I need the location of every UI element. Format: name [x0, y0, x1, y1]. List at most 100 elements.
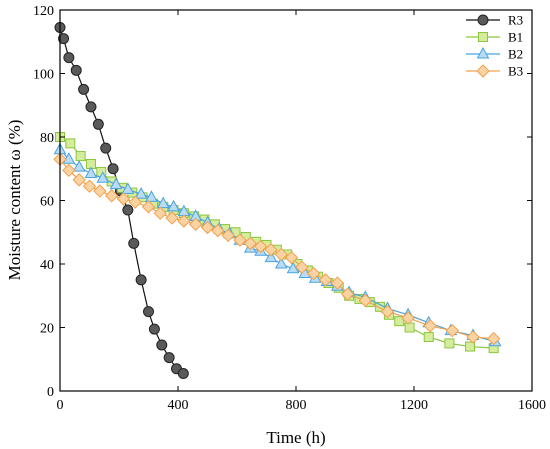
data-point-b3	[445, 323, 460, 338]
data-point-r3	[107, 163, 119, 175]
x-tick-label: 1600	[518, 398, 546, 413]
data-point-r3	[128, 237, 140, 249]
data-point-b3	[380, 304, 395, 319]
data-point-b3	[233, 233, 247, 247]
data-point-b3	[211, 223, 225, 238]
data-point-r3	[92, 118, 104, 130]
legend-marker-r3	[477, 14, 489, 26]
series-b3	[53, 152, 501, 346]
y-tick-label: 100	[33, 68, 54, 83]
data-point-b3	[243, 236, 257, 251]
legend-label-r3: R3	[508, 13, 523, 28]
data-point-b3	[82, 179, 97, 193]
legend-label-b2: B2	[508, 47, 523, 62]
data-point-b2	[264, 250, 278, 263]
y-tick-label: 60	[40, 195, 54, 210]
y-tick-label: 20	[40, 322, 54, 337]
data-point-r3	[122, 204, 134, 216]
x-tick-label: 800	[286, 398, 307, 413]
legend-label-b1: B1	[508, 30, 523, 45]
data-point-b3	[295, 260, 309, 274]
data-point-r3	[135, 274, 147, 286]
data-point-b3	[200, 220, 215, 235]
data-point-r3	[85, 101, 97, 113]
data-point-r3	[143, 306, 154, 318]
data-point-b3	[274, 247, 288, 262]
data-point-b1	[423, 332, 434, 343]
legend-marker-b1	[478, 32, 488, 42]
data-point-r3	[156, 339, 168, 351]
data-point-b3	[401, 311, 415, 325]
series-layer	[53, 21, 502, 380]
data-point-b1	[465, 341, 476, 352]
data-point-b1	[65, 138, 76, 149]
y-tick-label: 0	[47, 385, 54, 400]
legend-marker-b2	[476, 46, 490, 59]
data-point-r3	[148, 323, 160, 335]
y-axis-title: Moisture content ω (%)	[5, 120, 24, 281]
data-point-b2	[62, 152, 76, 164]
data-point-b2	[121, 182, 135, 194]
data-point-r3	[70, 64, 82, 76]
data-point-b2	[84, 166, 98, 179]
data-point-b3	[128, 195, 142, 209]
data-point-r3	[100, 142, 112, 154]
data-point-b3	[284, 250, 299, 265]
data-point-r3	[78, 83, 90, 95]
legend: R3 B1 B2 B3	[466, 13, 523, 79]
y-tick-label: 40	[40, 258, 54, 273]
data-point-r3	[177, 368, 189, 380]
data-point-b3	[72, 173, 86, 187]
data-point-r3	[163, 352, 175, 364]
data-point-b3	[116, 192, 131, 206]
legend-marker-b3	[476, 64, 490, 78]
data-point-b3	[253, 239, 268, 254]
data-point-b3	[177, 214, 191, 228]
data-point-b3	[188, 217, 203, 232]
data-point-b3	[486, 331, 501, 346]
data-point-b3	[104, 189, 119, 203]
data-point-b3	[306, 266, 321, 281]
series-r3	[54, 21, 189, 380]
legend-item-b3: B3	[466, 64, 523, 79]
data-point-b3	[340, 287, 355, 301]
data-point-b3	[330, 276, 345, 290]
data-point-b2	[167, 199, 180, 212]
data-point-b3	[221, 228, 235, 243]
series-b1	[55, 132, 499, 354]
y-tick-label: 80	[40, 131, 54, 146]
data-point-b3	[318, 273, 333, 287]
data-point-b2	[72, 160, 86, 172]
data-point-b3	[141, 200, 156, 214]
series-line-b3	[59, 158, 494, 340]
data-point-b2	[96, 171, 110, 183]
x-tick-label: 1200	[400, 398, 428, 413]
y-tick-label: 120	[33, 4, 54, 19]
data-point-b2	[109, 177, 123, 190]
legend-item-b2: B2	[466, 47, 523, 62]
legend-item-r3: R3	[466, 13, 523, 28]
data-point-b1	[75, 151, 86, 162]
data-point-r3	[63, 52, 75, 64]
data-point-b3	[165, 211, 179, 225]
data-point-b1	[404, 322, 415, 333]
data-point-b3	[62, 163, 76, 178]
data-point-b2	[145, 190, 158, 202]
x-axis-title: Time (h)	[266, 428, 325, 447]
data-point-b2	[134, 187, 148, 199]
legend-label-b3: B3	[508, 64, 523, 79]
data-point-b2	[274, 256, 288, 269]
data-point-b1	[394, 316, 405, 327]
data-point-b1	[444, 338, 455, 349]
data-point-b3	[264, 243, 278, 257]
x-tick-label: 400	[168, 398, 189, 413]
ticks-layer: 0 400 800 1200 1600 0 20 40 60 80 100 120	[33, 4, 546, 413]
data-point-b3	[466, 330, 480, 344]
data-point-b3	[93, 184, 107, 198]
x-tick-label: 0	[57, 398, 64, 413]
data-point-b3	[153, 206, 168, 220]
data-point-b3	[423, 319, 437, 333]
data-point-r3	[58, 33, 70, 45]
data-point-b2	[156, 196, 170, 209]
